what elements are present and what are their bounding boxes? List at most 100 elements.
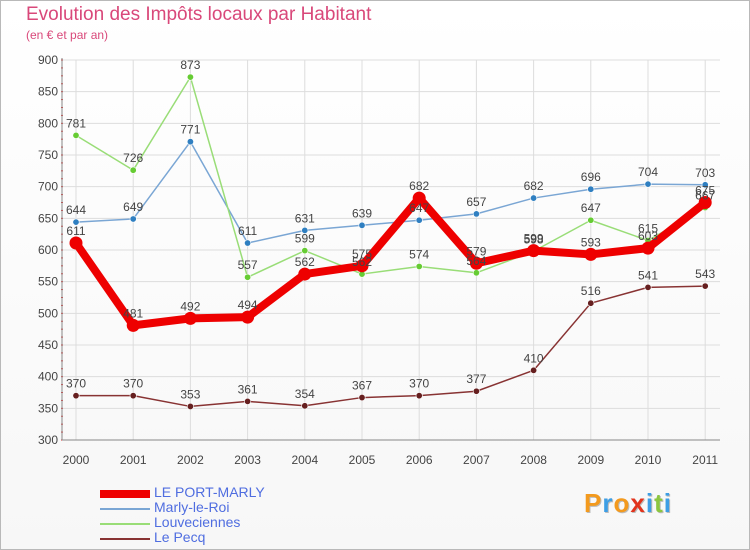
- legend-label: Le Pecq: [154, 529, 206, 545]
- data-point: [641, 241, 655, 255]
- logo-letter: x: [630, 488, 646, 518]
- x-tick-label: 2006: [406, 453, 433, 467]
- y-tick-label: 500: [38, 306, 58, 320]
- y-tick-label: 900: [38, 53, 58, 67]
- logo-letter: r: [602, 488, 614, 518]
- legend-label: Marly-le-Roi: [154, 499, 230, 515]
- data-label: 704: [638, 165, 658, 179]
- data-point: [244, 273, 252, 281]
- data-point: [587, 185, 595, 193]
- data-point: [358, 221, 366, 229]
- data-label: 611: [66, 224, 85, 238]
- data-point: [244, 239, 252, 247]
- data-point: [129, 215, 137, 223]
- grid: [62, 59, 720, 441]
- data-label: 562: [295, 255, 315, 269]
- data-point: [72, 392, 80, 400]
- data-label: 611: [238, 224, 257, 238]
- data-point: [183, 311, 197, 325]
- data-point: [527, 244, 541, 258]
- y-tick-label: 550: [38, 275, 58, 289]
- x-tick-label: 2004: [291, 453, 318, 467]
- data-label: 726: [123, 151, 143, 165]
- data-label: 599: [524, 232, 544, 246]
- data-point: [415, 392, 423, 400]
- y-tick-label: 800: [38, 116, 58, 130]
- data-point: [241, 310, 255, 324]
- legend-swatch: [100, 523, 150, 525]
- x-tick-label: 2005: [349, 453, 376, 467]
- axes: 300 350 400 450 500 550 600 650 700 750 800 850 900 2…: [38, 53, 720, 467]
- x-tick-label: 2009: [577, 453, 604, 467]
- data-label: 647: [581, 201, 601, 215]
- data-label: 703: [695, 166, 715, 180]
- data-label: 494: [238, 298, 258, 312]
- data-point: [129, 392, 137, 400]
- y-tick-label: 850: [38, 85, 58, 99]
- x-tick-label: 2000: [63, 453, 90, 467]
- y-tick-label: 700: [38, 180, 58, 194]
- data-label: 696: [581, 170, 601, 184]
- data-label: 361: [238, 382, 258, 396]
- data-point: [644, 180, 652, 188]
- data-label: 644: [66, 203, 86, 217]
- data-label: 367: [352, 379, 372, 393]
- data-point: [298, 267, 312, 281]
- x-tick-label: 2002: [177, 453, 204, 467]
- y-tick-label: 600: [38, 243, 58, 257]
- data-point: [129, 166, 137, 174]
- data-point: [701, 181, 709, 189]
- legend-label: LE PORT-MARLY: [154, 484, 265, 500]
- logo-letter: i: [663, 488, 672, 518]
- data-label: 564: [466, 254, 486, 268]
- logo-letter: t: [654, 488, 664, 518]
- data-label: 649: [123, 200, 143, 214]
- data-label: 370: [123, 377, 143, 391]
- data-label: 574: [409, 247, 429, 261]
- data-point: [244, 397, 252, 405]
- data-point: [301, 402, 309, 410]
- data-label: 599: [295, 232, 315, 246]
- data-label: 353: [180, 387, 200, 401]
- data-point: [301, 226, 309, 234]
- data-label: 873: [180, 58, 200, 72]
- data-point: [472, 210, 480, 218]
- logo-letter: P: [584, 488, 603, 518]
- data-label: 675: [695, 184, 715, 198]
- data-point: [472, 269, 480, 277]
- series-line: [75, 140, 706, 244]
- legend-label: Louveciennes: [154, 514, 241, 530]
- data-label: 557: [238, 258, 258, 272]
- data-label: 579: [466, 244, 486, 258]
- series-line: [75, 285, 706, 408]
- data-point: [587, 299, 595, 307]
- data-label: 667: [695, 189, 715, 203]
- data-point: [530, 366, 538, 374]
- data-point: [301, 247, 309, 255]
- logo-letter: o: [613, 488, 631, 518]
- data-point: [701, 282, 709, 290]
- data-point: [415, 262, 423, 270]
- x-tick-label: 2010: [635, 453, 662, 467]
- data-point: [415, 216, 423, 224]
- data-label: 682: [409, 179, 429, 193]
- data-label: 657: [466, 195, 486, 209]
- data-point: [530, 194, 538, 202]
- data-label: 647: [409, 201, 429, 215]
- y-tick-label: 300: [38, 433, 58, 447]
- legend-swatch: [100, 538, 150, 540]
- data-label: 631: [295, 211, 315, 225]
- data-label: 481: [123, 306, 143, 320]
- data-label: 639: [352, 206, 372, 220]
- y-tick-label: 750: [38, 148, 58, 162]
- data-label: 575: [352, 247, 372, 261]
- data-point: [584, 247, 598, 261]
- x-tick-label: 2001: [120, 453, 147, 467]
- data-point: [186, 73, 194, 81]
- y-tick-label: 650: [38, 211, 58, 225]
- chart-subtitle: (en € et par an): [26, 28, 109, 42]
- legend-swatch: [100, 490, 150, 498]
- data-point: [412, 191, 426, 205]
- data-label: 410: [524, 351, 544, 365]
